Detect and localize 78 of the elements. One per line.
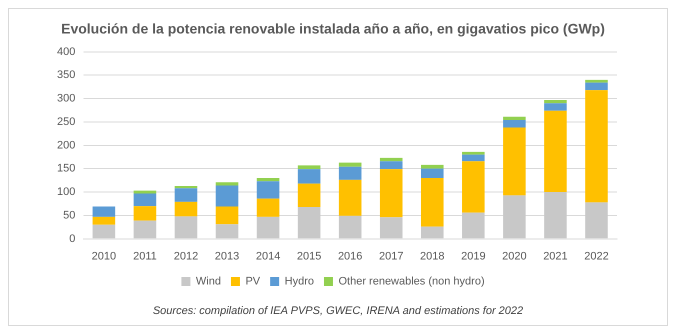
y-tick-label: 300	[56, 92, 76, 105]
bar	[216, 186, 238, 207]
bar	[216, 182, 238, 186]
bar	[134, 206, 156, 221]
bar	[338, 162, 362, 167]
bar	[380, 161, 403, 170]
bar	[380, 169, 403, 218]
bar	[380, 217, 403, 238]
bar	[503, 120, 526, 128]
legend-label: Hydro	[284, 276, 314, 288]
y-tick-label: 400	[56, 46, 76, 58]
bar	[503, 116, 526, 120]
bar	[216, 224, 238, 238]
bar	[420, 178, 444, 227]
bar	[544, 103, 567, 111]
bar	[420, 168, 444, 178]
source-note: Sources: compilation of IEA PVPS, GWEC, IRENA and estimations for 2022	[152, 305, 524, 317]
x-tick-label: 2014	[256, 250, 280, 262]
legend-label: PV	[245, 276, 261, 288]
bar	[585, 80, 608, 83]
x-tick-label: 2019	[461, 250, 486, 262]
bar	[420, 226, 444, 238]
bar	[503, 195, 526, 238]
y-tick-label: 200	[56, 139, 76, 152]
x-tick-label: 2010	[92, 250, 116, 262]
x-tick-label: 2022	[584, 250, 609, 262]
bar	[256, 216, 280, 238]
bar	[298, 184, 320, 208]
legend-label: Other renewables (non hydro)	[338, 276, 485, 288]
x-tick-label: 2020	[502, 250, 527, 262]
x-tick-label: 2016	[338, 250, 362, 262]
bar	[585, 202, 608, 238]
x-tick-label: 2015	[296, 250, 322, 262]
bar	[256, 178, 280, 182]
bar	[134, 220, 156, 238]
y-tick-label: 100	[56, 186, 76, 198]
bar	[134, 193, 156, 206]
bar	[298, 207, 320, 238]
bar	[338, 166, 362, 180]
bar	[544, 110, 567, 192]
bar	[462, 161, 485, 213]
bar	[92, 206, 116, 217]
chart-title: Evolución de la potencia renovable instalada año a año, en gigavatios pico (GWp)	[61, 20, 605, 36]
bar	[420, 164, 444, 169]
bar	[585, 82, 608, 90]
y-tick-label: 250	[56, 116, 76, 128]
bar	[256, 181, 280, 199]
bar	[503, 128, 526, 196]
x-tick-label: 2017	[378, 250, 404, 262]
bar	[462, 212, 485, 238]
y-tick-label: 150	[56, 162, 76, 175]
bar	[134, 190, 156, 194]
y-tick-label: 350	[56, 69, 76, 82]
legend-label: Wind	[196, 276, 221, 288]
y-tick-label: 0	[69, 232, 76, 245]
bar	[174, 216, 198, 238]
bar	[585, 90, 608, 202]
bar	[338, 216, 362, 238]
bar	[544, 100, 567, 104]
bar	[380, 158, 403, 162]
bar	[174, 188, 198, 202]
x-tick-label: 2011	[133, 250, 157, 262]
x-tick-label: 2018	[420, 250, 445, 262]
bar	[256, 198, 280, 217]
x-tick-label: 2012	[174, 250, 198, 262]
bar	[544, 192, 567, 238]
bar	[174, 202, 198, 216]
bar	[298, 165, 320, 170]
bar	[338, 180, 362, 216]
bar	[92, 224, 116, 238]
x-tick-label: 2013	[214, 250, 240, 262]
x-tick-label: 2021	[543, 250, 568, 262]
bar	[298, 169, 320, 184]
bar	[174, 186, 198, 188]
bar	[216, 206, 238, 224]
bar	[462, 154, 485, 162]
bar	[92, 216, 116, 225]
y-tick-label: 50	[63, 209, 76, 222]
